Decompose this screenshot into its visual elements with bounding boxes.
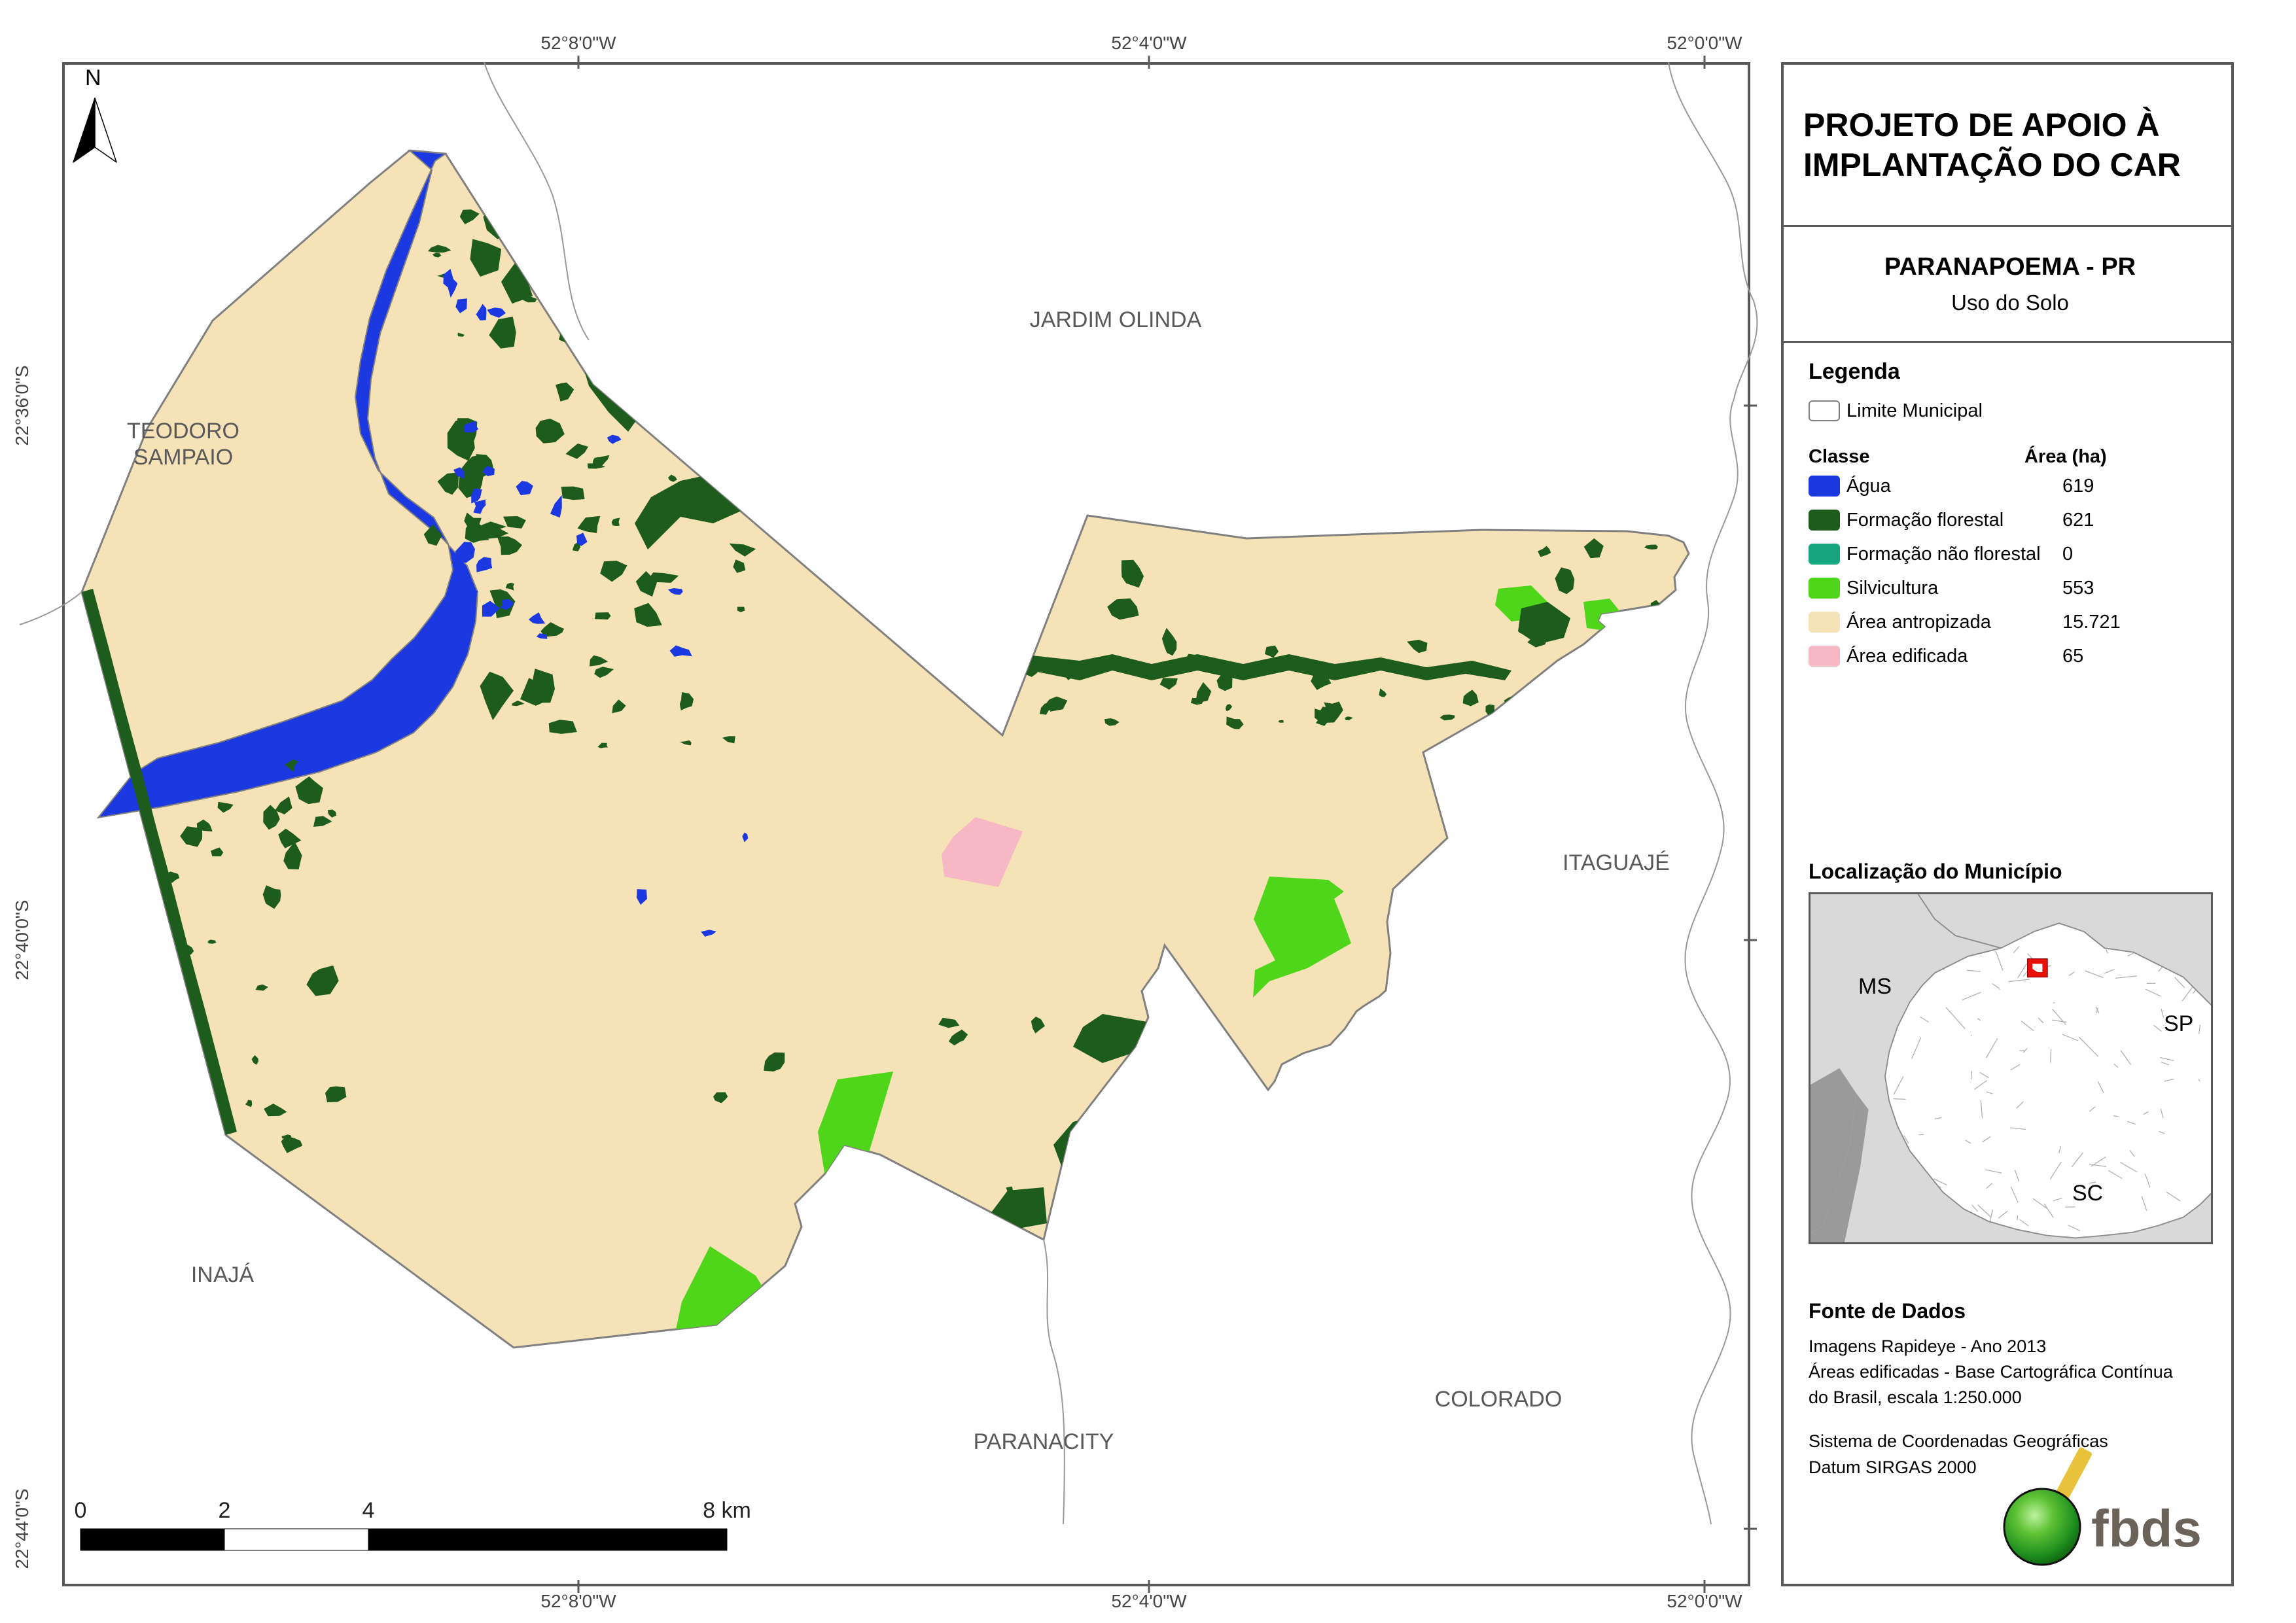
svg-text:ITAGUAJÉ: ITAGUAJÉ bbox=[1563, 850, 1670, 875]
svg-text:INAJÁ: INAJÁ bbox=[191, 1263, 255, 1287]
svg-text:8 km: 8 km bbox=[703, 1498, 751, 1523]
svg-text:0: 0 bbox=[75, 1498, 87, 1523]
svg-text:N: N bbox=[85, 65, 101, 90]
svg-text:2: 2 bbox=[219, 1498, 231, 1523]
svg-text:PARANACITY: PARANACITY bbox=[974, 1429, 1114, 1454]
svg-text:TEODORO: TEODORO bbox=[127, 419, 239, 444]
svg-text:SAMPAIO: SAMPAIO bbox=[133, 445, 233, 470]
svg-text:JARDIM OLINDA: JARDIM OLINDA bbox=[1030, 307, 1202, 332]
svg-text:COLORADO: COLORADO bbox=[1435, 1387, 1563, 1412]
svg-text:4: 4 bbox=[362, 1498, 375, 1523]
